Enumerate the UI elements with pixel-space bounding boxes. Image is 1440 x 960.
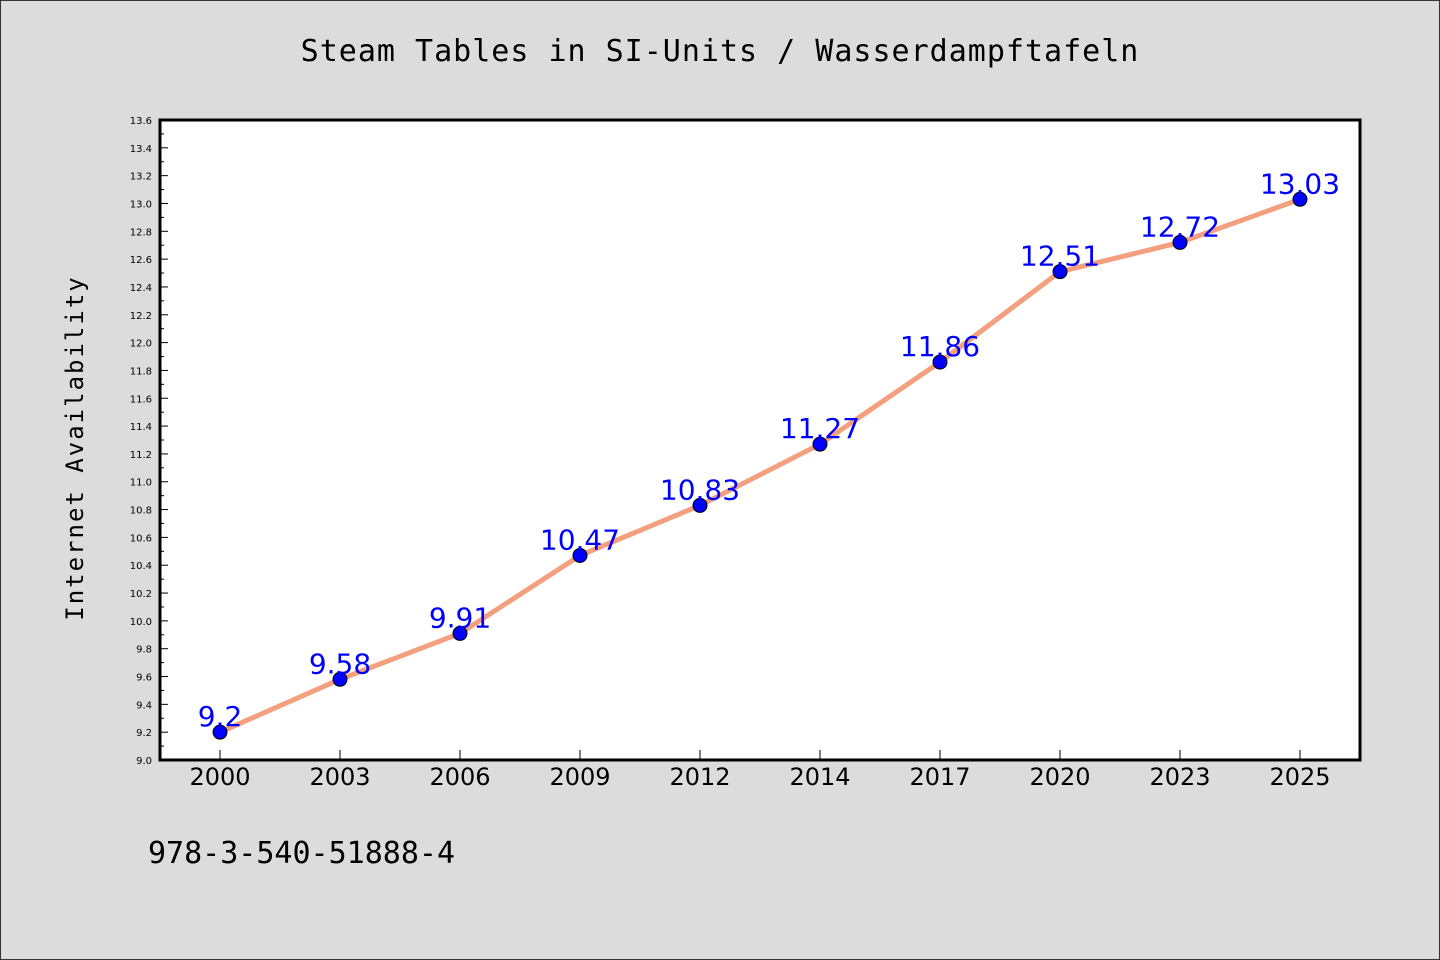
x-tick-label: 2023 <box>1149 763 1210 791</box>
y-tick-label: 13.0 <box>130 199 152 210</box>
data-point <box>212 724 228 740</box>
x-tick-label: 2012 <box>669 763 730 791</box>
y-tick-label: 9.6 <box>136 673 152 684</box>
data-markers <box>212 191 1308 740</box>
x-tick-label: 2025 <box>1269 763 1330 791</box>
data-point <box>452 625 468 641</box>
data-point <box>1052 264 1068 280</box>
data-point <box>572 547 588 563</box>
y-tick-label: 11.8 <box>130 366 152 377</box>
series-line <box>218 196 1301 735</box>
data-label: 9.91 <box>429 601 491 634</box>
data-label: 10.47 <box>540 523 620 556</box>
y-tick-label: 10.2 <box>130 589 152 600</box>
isbn-text: 978-3-540-51888-4 <box>148 836 456 871</box>
y-tick-label: 10.0 <box>130 617 152 628</box>
y-tick-label: 9.2 <box>136 728 152 739</box>
x-tick-label: 2003 <box>309 763 370 791</box>
data-label: 9.2 <box>198 700 243 733</box>
chart-title: Steam Tables in SI-Units / Wasserdampfta… <box>300 34 1140 69</box>
data-label: 13.03 <box>1260 167 1340 200</box>
y-tick-label: 12.6 <box>130 255 152 266</box>
y-tick-label: 11.6 <box>130 394 152 405</box>
y-tick-label: 11.4 <box>130 422 152 433</box>
data-point <box>932 354 948 370</box>
y-tick-label: 9.4 <box>136 700 152 711</box>
y-tick-label: 11.0 <box>130 478 152 489</box>
x-tick-label: 2017 <box>909 763 970 791</box>
data-label: 11.27 <box>780 412 860 445</box>
y-tick-label: 10.6 <box>130 533 152 544</box>
x-axis: 2000 2003 2006 2009 2012 2014 2017 2020 2023 2025 <box>189 750 1331 791</box>
y-tick-label: 11.2 <box>130 450 152 461</box>
y-tick-label: 13.4 <box>130 144 152 155</box>
y-tick-label: 9.0 <box>136 756 152 767</box>
plot-area <box>158 118 1362 762</box>
y-axis: 9.0 9.2 9.4 9.6 9.8 10.0 10.2 10.4 10.6 10.8 11.0 1… <box>130 116 168 767</box>
y-tick-label: 12.8 <box>130 227 152 238</box>
x-tick-label: 2006 <box>429 763 490 791</box>
data-label: 9.58 <box>309 647 371 680</box>
data-label: 11.86 <box>900 330 980 363</box>
x-tick-label: 2014 <box>789 763 850 791</box>
y-tick-label: 12.0 <box>130 339 152 350</box>
x-tick-label: 2000 <box>189 763 250 791</box>
y-tick-label: 9.8 <box>136 645 152 656</box>
y-tick-label: 13.6 <box>130 116 152 127</box>
data-point <box>692 497 708 513</box>
y-tick-label: 12.4 <box>130 283 152 294</box>
data-point <box>332 671 348 687</box>
x-tick-label: 2020 <box>1029 763 1090 791</box>
y-tick-label: 13.2 <box>130 172 152 183</box>
data-labels: 9.2 9.58 9.91 10.47 10.83 11.27 11.86 12.51 12.7… <box>198 167 1340 733</box>
y-tick-label: 10.4 <box>130 561 152 572</box>
data-label: 12.72 <box>1140 210 1220 243</box>
data-label: 12.51 <box>1020 240 1100 273</box>
data-point <box>1292 191 1308 207</box>
y-tick-label: 12.2 <box>130 311 152 322</box>
data-label: 10.83 <box>660 473 740 506</box>
x-tick-label: 2009 <box>549 763 610 791</box>
data-point <box>1172 234 1188 250</box>
data-point <box>812 436 828 452</box>
y-tick-label: 10.8 <box>130 506 152 517</box>
